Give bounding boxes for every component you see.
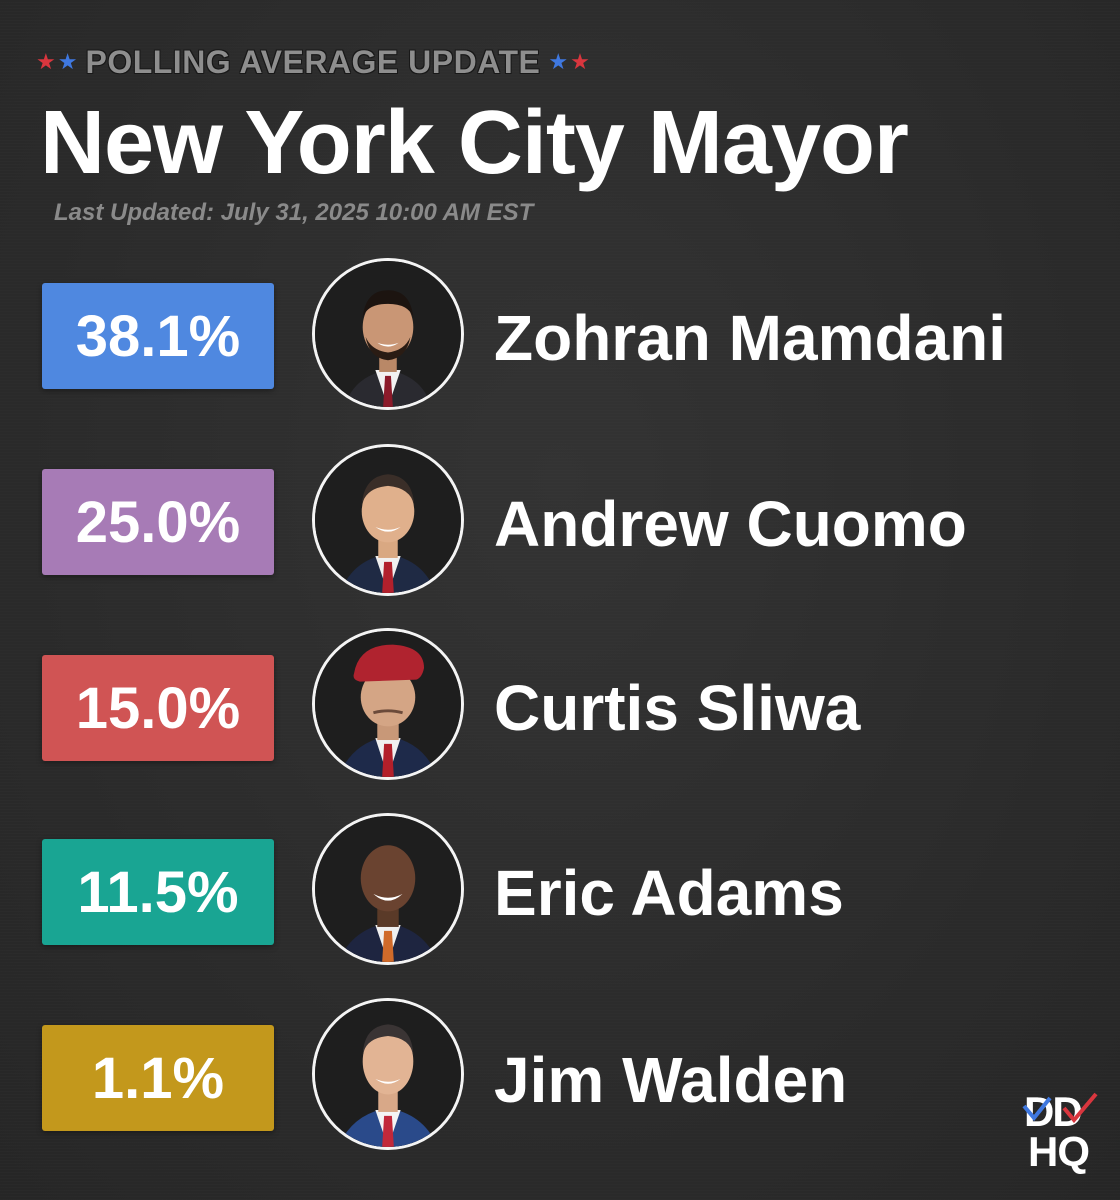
logo-text-bottom: HQ	[1028, 1128, 1090, 1175]
page-title: New York City Mayor	[40, 93, 909, 193]
ddhq-logo: DD HQ	[1020, 1088, 1104, 1178]
candidate-row: 11.5% Eric Adams	[0, 813, 1120, 973]
candidate-name: Curtis Sliwa	[494, 672, 861, 744]
candidate-name: Zohran Mamdani	[494, 302, 1007, 374]
candidate-photo	[312, 258, 464, 410]
percent-badge: 15.0%	[42, 655, 274, 761]
candidate-photo	[312, 998, 464, 1150]
candidate-row: 25.0% Andrew Cuomo	[0, 444, 1120, 604]
header-kicker: ★ ★ POLLING AVERAGE UPDATE ★ ★	[36, 42, 590, 82]
percent-badge: 11.5%	[42, 839, 274, 945]
candidate-photo	[312, 628, 464, 780]
percent-badge: 1.1%	[42, 1025, 274, 1131]
candidate-row: 15.0% Curtis Sliwa	[0, 628, 1120, 788]
kicker-text: POLLING AVERAGE UPDATE	[85, 43, 541, 80]
checkmark-icon	[1022, 1092, 1098, 1124]
stars-right-icon: ★ ★	[548, 49, 590, 74]
percent-badge: 38.1%	[42, 283, 274, 389]
logo-text-top: DD	[1024, 1088, 1083, 1135]
last-updated: Last Updated: July 31, 2025 10:00 AM EST	[54, 199, 534, 226]
candidate-photo	[312, 444, 464, 596]
candidate-row: 1.1% Jim Walden	[0, 998, 1120, 1158]
candidate-name: Eric Adams	[494, 857, 844, 929]
candidate-name: Jim Walden	[494, 1044, 848, 1116]
percent-badge: 25.0%	[42, 469, 274, 575]
candidate-photo	[312, 813, 464, 965]
candidate-row: 38.1% Zohran Mamdani	[0, 258, 1120, 418]
candidate-name: Andrew Cuomo	[494, 488, 967, 560]
stars-left-icon: ★ ★	[36, 49, 78, 74]
